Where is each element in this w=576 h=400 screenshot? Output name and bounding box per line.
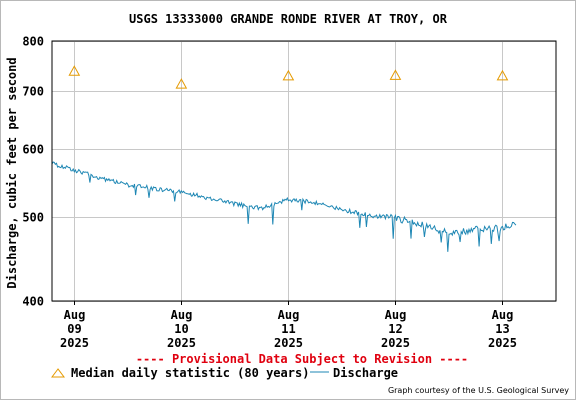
median-marker: [282, 69, 295, 81]
x-tick-label: Aug: [385, 308, 407, 322]
x-tick-label: 11: [281, 322, 295, 336]
x-tick-label: 13: [495, 322, 509, 336]
x-axis-tick-labels: Aug092025Aug102025Aug112025Aug122025Aug1…: [60, 308, 517, 350]
median-markers: [68, 65, 509, 89]
y-tick-label: 500: [22, 211, 44, 225]
legend-discharge-label: Discharge: [333, 366, 398, 380]
legend: Median daily statistic (80 years) Discha…: [51, 366, 398, 380]
y-tick-label: 400: [22, 295, 44, 309]
y-tick-label: 800: [22, 35, 44, 49]
credit-text: Graph courtesy of the U.S. Geological Su…: [388, 386, 569, 395]
median-marker: [389, 69, 402, 80]
x-tick-label: 2025: [488, 336, 517, 350]
x-tick-label: Aug: [64, 308, 86, 322]
x-tick-label: Aug: [171, 308, 193, 322]
x-tick-label: 2025: [60, 336, 89, 350]
x-tick-label: 10: [174, 322, 188, 336]
median-marker: [175, 78, 188, 89]
provisional-notice: ---- Provisional Data Subject to Revisio…: [136, 352, 468, 366]
median-marker: [496, 69, 509, 81]
legend-median-label: Median daily statistic (80 years): [71, 366, 309, 380]
median-marker: [68, 65, 81, 76]
x-tick-label: Aug: [492, 308, 514, 322]
grid-lines: [52, 41, 556, 305]
discharge-series-line: [51, 161, 517, 252]
y-tick-label: 700: [22, 85, 44, 99]
y-axis-tick-labels: 400 500 600 700 800: [22, 35, 44, 309]
x-tick-label: 12: [388, 322, 402, 336]
plot-frame: [51, 40, 557, 302]
y-tick-label: 600: [22, 143, 44, 157]
chart-title: USGS 13333000 GRANDE RONDE RIVER AT TROY…: [129, 12, 448, 26]
legend-median-triangle-icon: [51, 368, 65, 378]
x-tick-label: 2025: [274, 336, 303, 350]
x-tick-label: 2025: [381, 336, 410, 350]
x-tick-label: Aug: [278, 308, 300, 322]
x-tick-label: 2025: [167, 336, 196, 350]
x-tick-label: 09: [67, 322, 81, 336]
y-axis-label: Discharge, cubic feet per second: [5, 57, 19, 288]
